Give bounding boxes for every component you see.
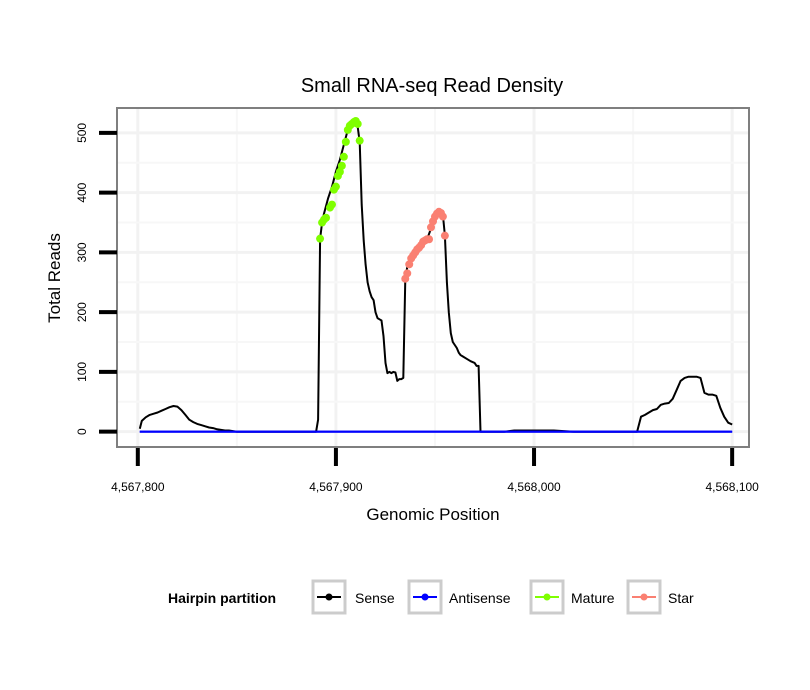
- legend: Hairpin partition Sense Antisense Mature St…: [168, 579, 694, 615]
- y-tick-label: 200: [75, 302, 89, 322]
- legend-marker-antisense: [421, 593, 429, 601]
- x-tick-label: 4,568,100: [705, 480, 759, 494]
- x-axis: 4,567,800 4,567,900 4,568,000 4,568,100: [111, 448, 759, 494]
- data-point-star: [438, 212, 447, 221]
- y-axis: 0 100 200 300 400 500: [75, 123, 117, 435]
- data-point-mature: [341, 137, 350, 146]
- legend-label-antisense: Antisense: [449, 590, 511, 606]
- data-point-mature: [339, 152, 348, 161]
- y-tick-label: 300: [75, 242, 89, 262]
- data-point-mature: [316, 234, 325, 243]
- chart-title: Small RNA-seq Read Density: [301, 75, 563, 97]
- data-point-star: [425, 235, 434, 244]
- data-point-mature: [322, 213, 331, 222]
- x-tick-label: 4,567,900: [309, 480, 363, 494]
- data-point-star: [440, 231, 449, 240]
- data-point-mature: [355, 136, 364, 145]
- x-axis-title: Genomic Position: [366, 505, 499, 524]
- x-tick-label: 4,568,000: [507, 480, 561, 494]
- y-tick-label: 500: [75, 123, 89, 143]
- legend-marker-sense: [325, 593, 333, 601]
- series-layer: [138, 116, 733, 433]
- y-axis-title: Total Reads: [45, 233, 64, 323]
- legend-marker-mature: [543, 593, 551, 601]
- legend-label-star: Star: [668, 590, 694, 606]
- y-tick-label: 0: [75, 428, 89, 435]
- legend-label-sense: Sense: [355, 590, 395, 606]
- series-line-sense: [138, 121, 733, 433]
- legend-label-mature: Mature: [571, 590, 615, 606]
- data-point-mature: [327, 200, 336, 209]
- y-tick-label: 400: [75, 182, 89, 202]
- plot-panel: [116, 107, 750, 448]
- grid: [118, 109, 748, 446]
- legend-title: Hairpin partition: [168, 590, 276, 606]
- y-tick-label: 100: [75, 362, 89, 382]
- x-tick-label: 4,567,800: [111, 480, 165, 494]
- data-point-star: [403, 269, 412, 278]
- data-point-mature: [353, 119, 362, 128]
- legend-marker-star: [640, 593, 648, 601]
- data-point-mature: [331, 182, 340, 191]
- data-point-mature: [337, 161, 346, 170]
